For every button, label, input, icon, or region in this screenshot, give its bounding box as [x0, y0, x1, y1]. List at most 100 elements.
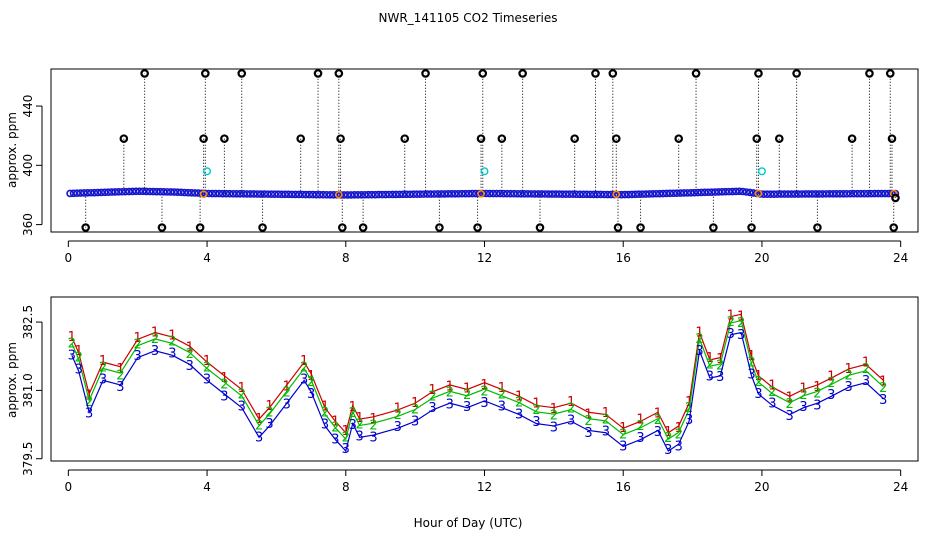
baseline-point: [236, 190, 244, 198]
baseline-point: [281, 190, 289, 199]
series-1-marker: 1: [168, 328, 176, 343]
outlier-point: [201, 69, 210, 78]
series-1-marker: 1: [844, 362, 852, 377]
baseline-point: [513, 189, 522, 198]
baseline-point: [766, 190, 775, 198]
series-3-marker: 3: [768, 397, 776, 412]
baseline-point: [631, 190, 640, 199]
series-3-marker: 3: [567, 413, 575, 428]
series-1-marker: 1: [602, 406, 610, 421]
x-tick-label: 12: [477, 251, 492, 265]
series-3-marker: 3: [331, 433, 339, 448]
series-3-marker: 3: [203, 372, 211, 387]
top-data-marks: [66, 69, 900, 232]
baseline-point: [388, 190, 397, 199]
series-1-marker: 1: [619, 421, 627, 436]
baseline-point: [426, 190, 435, 198]
outlier-point: [400, 134, 410, 143]
baseline-point: [770, 190, 778, 198]
baseline-point: [392, 190, 400, 199]
series-2-marker: 2: [394, 408, 402, 423]
baseline-point: [440, 190, 449, 198]
series-3-marker: 3: [307, 387, 315, 402]
flagged-point: [757, 167, 766, 176]
series-1-marker: 1: [85, 388, 93, 403]
series-1-marker: 1: [737, 310, 745, 325]
baseline-point: [243, 190, 251, 198]
series-3-marker: 3: [879, 393, 887, 408]
series-1-marker: 1: [813, 380, 821, 395]
outlier-point: [847, 134, 857, 143]
series-2-marker: 2: [446, 386, 454, 401]
y-tick-label: 382.5: [21, 305, 35, 339]
baseline-point: [118, 187, 126, 196]
series-1-marker: 1: [220, 371, 228, 386]
baseline-point: [319, 190, 328, 199]
x-tick-label: 12: [477, 480, 492, 494]
baseline-point: [520, 190, 529, 198]
baseline-point: [371, 190, 380, 199]
baseline-point: [874, 189, 882, 198]
baseline-point: [791, 190, 799, 198]
series-2-marker: 2: [567, 402, 575, 417]
outlier-point: [636, 223, 645, 232]
outlier-point: [336, 134, 345, 143]
baseline-point: [274, 190, 282, 199]
baseline-point: [291, 190, 300, 199]
baseline-point: [461, 189, 470, 198]
baseline-point: [149, 187, 158, 196]
series-1-marker: 1: [307, 369, 315, 384]
x-tick-label: 4: [203, 251, 211, 265]
series-2-marker: 2: [619, 428, 627, 443]
baseline-point: [433, 190, 442, 198]
series-2-marker: 2: [307, 375, 315, 390]
baseline-point: [139, 187, 147, 196]
bottom-ylabel: approx. ppm: [5, 342, 19, 418]
baseline-point: [184, 188, 192, 197]
series-2-marker: 2: [844, 368, 852, 383]
series-3-marker: 3: [550, 420, 558, 435]
series-1-marker: 1: [203, 354, 211, 369]
baseline-point: [742, 188, 751, 196]
outlier-point: [476, 134, 486, 143]
baseline-point: [780, 190, 789, 198]
baseline-point: [673, 189, 681, 197]
baseline-point: [863, 189, 872, 198]
baseline-point: [683, 189, 692, 197]
series-3-marker: 3: [85, 407, 93, 422]
baseline-point: [232, 189, 241, 198]
baseline-point: [253, 190, 262, 198]
baseline-point: [267, 190, 276, 198]
baseline-point: [312, 190, 321, 199]
baseline-point: [524, 190, 532, 198]
baseline-point: [402, 190, 411, 199]
series-1-marker: 1: [695, 326, 703, 341]
series-3-marker: 3: [321, 418, 329, 433]
series-3-marker: 3: [786, 409, 794, 424]
series-1-marker: 1: [75, 344, 83, 359]
baseline-point: [839, 189, 848, 198]
baseline-point: [728, 187, 737, 196]
series-1-marker: 1: [255, 412, 263, 427]
series-3-marker: 3: [602, 424, 610, 439]
baseline-point: [666, 189, 674, 198]
baseline-point: [451, 189, 459, 198]
series-2-marker: 2: [411, 403, 419, 418]
baseline-point: [870, 189, 879, 198]
x-tick-label: 24: [893, 480, 908, 494]
baseline-point: [159, 188, 168, 196]
series-3-marker: 3: [168, 346, 176, 361]
series-3-marker: 3: [716, 370, 724, 385]
baseline-point: [315, 190, 324, 199]
outlier-point: [258, 223, 267, 232]
baseline-point: [714, 188, 723, 196]
baseline-point: [211, 189, 220, 198]
baseline-point: [132, 187, 140, 196]
series-1-marker: 1: [238, 381, 246, 396]
outlier-point: [518, 69, 527, 78]
series-1-marker: 1: [265, 399, 273, 414]
baseline-point: [746, 188, 754, 197]
series-2-marker: 2: [369, 418, 377, 433]
baseline-point: [641, 190, 650, 198]
series-1-line: [71, 313, 884, 434]
